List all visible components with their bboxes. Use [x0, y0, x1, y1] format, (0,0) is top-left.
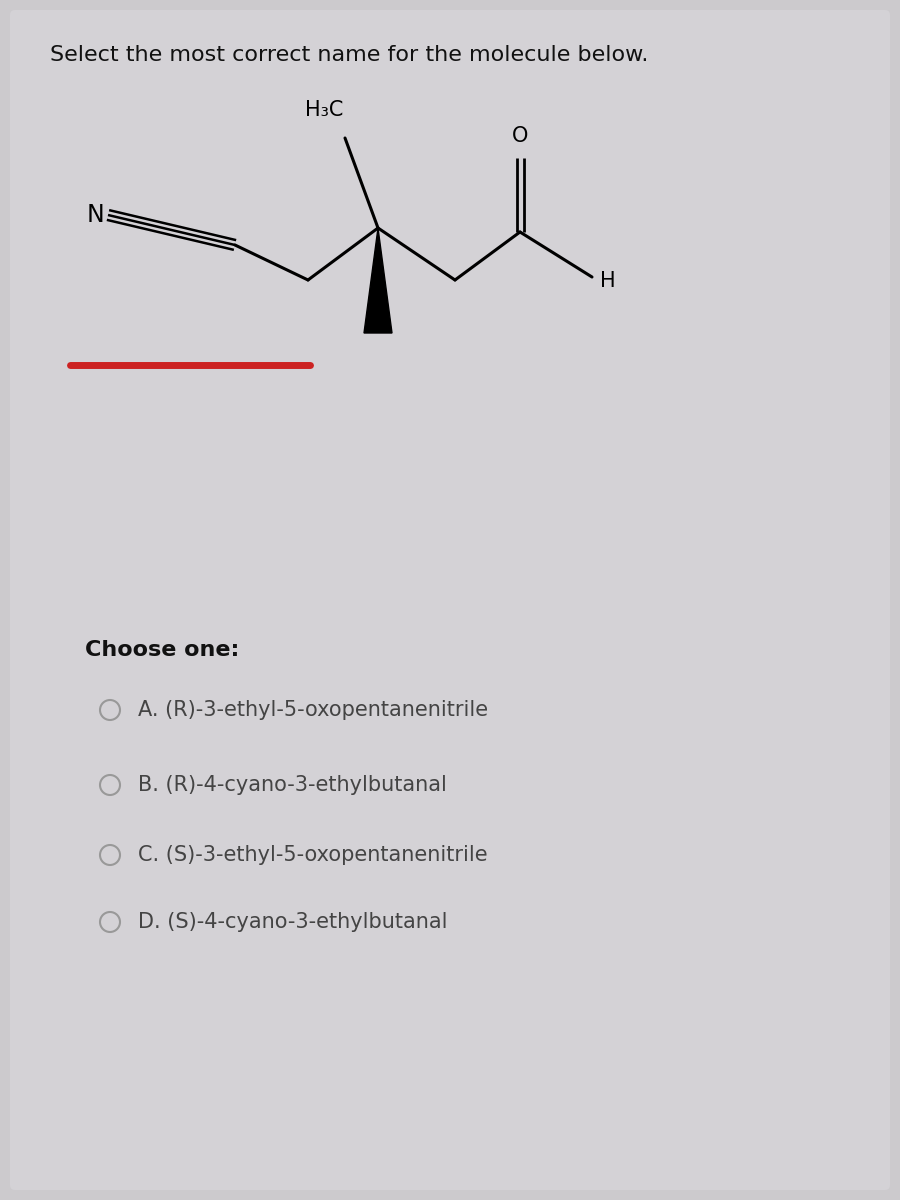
- Text: H: H: [600, 271, 616, 290]
- Polygon shape: [364, 228, 392, 332]
- Text: Select the most correct name for the molecule below.: Select the most correct name for the mol…: [50, 44, 648, 65]
- Text: D. (S)-4-cyano-3-ethylbutanal: D. (S)-4-cyano-3-ethylbutanal: [138, 912, 447, 932]
- Text: B. (R)-4-cyano-3-ethylbutanal: B. (R)-4-cyano-3-ethylbutanal: [138, 775, 447, 794]
- Text: A. (R)-3-ethyl-5-oxopentanenitrile: A. (R)-3-ethyl-5-oxopentanenitrile: [138, 700, 488, 720]
- Text: N: N: [86, 203, 104, 227]
- Text: H₃C: H₃C: [304, 100, 343, 120]
- Text: C. (S)-3-ethyl-5-oxopentanenitrile: C. (S)-3-ethyl-5-oxopentanenitrile: [138, 845, 488, 865]
- Text: Choose one:: Choose one:: [85, 640, 239, 660]
- Text: O: O: [512, 126, 528, 146]
- FancyBboxPatch shape: [10, 10, 890, 1190]
